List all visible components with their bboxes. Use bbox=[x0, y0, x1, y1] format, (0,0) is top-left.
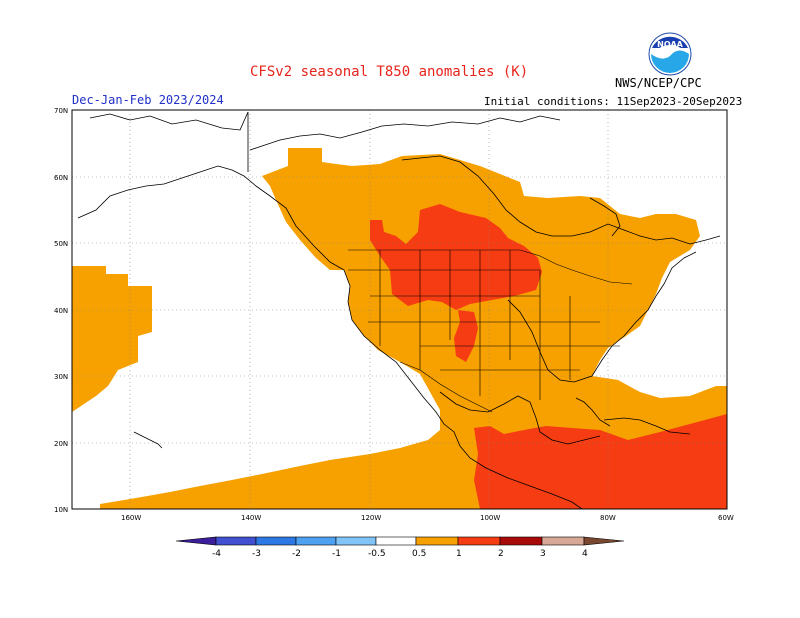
map-title: CFSv2 seasonal T850 anomalies (K) bbox=[250, 64, 529, 80]
forecast-period: Dec-Jan-Feb 2023/2024 bbox=[72, 93, 224, 107]
legend-label: 0.5 bbox=[412, 549, 426, 559]
longitude-labels: 160W 140W 120W 100W 80W 60W bbox=[121, 514, 734, 522]
lon-label: 80W bbox=[600, 514, 616, 522]
lon-label: 60W bbox=[718, 514, 734, 522]
lon-label: 100W bbox=[480, 514, 500, 522]
lon-label: 140W bbox=[241, 514, 261, 522]
anomaly-region-orange bbox=[100, 148, 727, 509]
map-frame bbox=[71, 109, 728, 510]
color-legend bbox=[175, 536, 625, 546]
latitude-labels: 70N 60N 50N 40N 30N 20N 10N bbox=[54, 107, 68, 514]
logo-text: NOAA bbox=[657, 40, 683, 49]
lat-label: 30N bbox=[54, 373, 68, 381]
initial-conditions: Initial conditions: 11Sep2023-20Sep2023 bbox=[484, 95, 743, 108]
coastlines bbox=[77, 111, 721, 510]
lon-label: 120W bbox=[361, 514, 381, 522]
legend-label: 4 bbox=[582, 549, 588, 559]
anomaly-region-pacific bbox=[72, 266, 152, 412]
legend-swatch bbox=[541, 536, 585, 546]
anomaly-region-red-north bbox=[370, 204, 542, 310]
legend-label: -3 bbox=[252, 549, 261, 559]
graticule bbox=[72, 110, 727, 509]
noaa-logo: NOAA bbox=[648, 32, 692, 76]
legend-swatch bbox=[255, 536, 297, 546]
legend-labels: -4 -3 -2 -1 -0.5 0.5 1 2 3 4 bbox=[212, 549, 588, 559]
political-borders bbox=[348, 249, 633, 413]
legend-swatch bbox=[499, 536, 543, 546]
legend-label: 2 bbox=[498, 549, 504, 559]
anomaly-region-red-rockies bbox=[454, 310, 478, 362]
lat-label: 40N bbox=[54, 307, 68, 315]
lat-label: 60N bbox=[54, 174, 68, 182]
legend-label: -1 bbox=[332, 549, 341, 559]
lat-label: 50N bbox=[54, 240, 68, 248]
legend-swatch bbox=[335, 536, 377, 546]
legend-label: -4 bbox=[212, 549, 221, 559]
legend-swatch-below-min bbox=[175, 536, 217, 546]
lat-label: 70N bbox=[54, 107, 68, 115]
legend-swatch bbox=[215, 536, 257, 546]
legend-label: -2 bbox=[292, 549, 301, 559]
legend-label: -0.5 bbox=[368, 549, 386, 559]
legend-swatch bbox=[295, 536, 337, 546]
anomaly-region-red-south bbox=[474, 414, 727, 509]
agency-label: NWS/NCEP/CPC bbox=[615, 76, 702, 90]
lat-label: 20N bbox=[54, 440, 68, 448]
legend-swatch bbox=[375, 536, 417, 546]
lon-label: 160W bbox=[121, 514, 141, 522]
legend-label: 3 bbox=[540, 549, 546, 559]
lat-label: 10N bbox=[54, 506, 68, 514]
legend-swatch-above-max bbox=[583, 536, 625, 546]
legend-swatch bbox=[415, 536, 459, 546]
legend-label: 1 bbox=[456, 549, 462, 559]
legend-swatch bbox=[457, 536, 501, 546]
